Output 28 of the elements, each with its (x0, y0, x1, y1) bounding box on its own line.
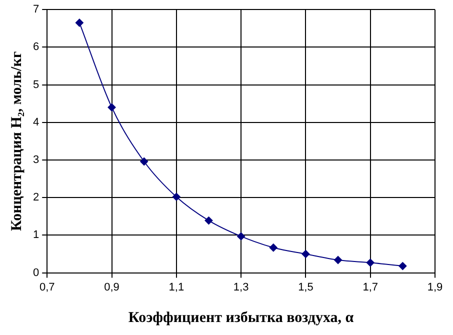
point (237, 232, 246, 240)
y-tick-label: 7 (32, 4, 40, 16)
y-tick-label: 2 (32, 192, 40, 204)
x-tick-label: 1,7 (362, 281, 378, 294)
point (75, 18, 84, 27)
y-tick-label: 3 (32, 154, 40, 166)
point (140, 158, 148, 166)
y-tick-label: 0 (32, 266, 40, 279)
point (269, 244, 278, 252)
point (108, 103, 116, 112)
x-tick-label: 1,9 (427, 281, 443, 294)
y-tick-label: 1 (32, 229, 40, 242)
point (172, 192, 180, 201)
y-tick-label: 6 (32, 41, 40, 54)
x-tick-label: 1,5 (298, 281, 314, 294)
x-axis-title: Коэффициент избытка воздуха, α (128, 310, 354, 326)
y-axis-title: Концентрация H₂, моль/кг (8, 51, 25, 232)
x-tick-label: 0,7 (39, 281, 55, 294)
point (398, 262, 407, 270)
point (334, 256, 342, 264)
y-tick-label: 4 (32, 116, 40, 128)
point (204, 216, 213, 225)
x-tick-label: 0,9 (104, 281, 120, 294)
y-tick-label: 5 (32, 78, 40, 91)
point (302, 250, 310, 258)
x-tick-label: 1,3 (233, 281, 249, 294)
point (366, 258, 374, 267)
x-tick-label: 1,1 (168, 281, 184, 294)
